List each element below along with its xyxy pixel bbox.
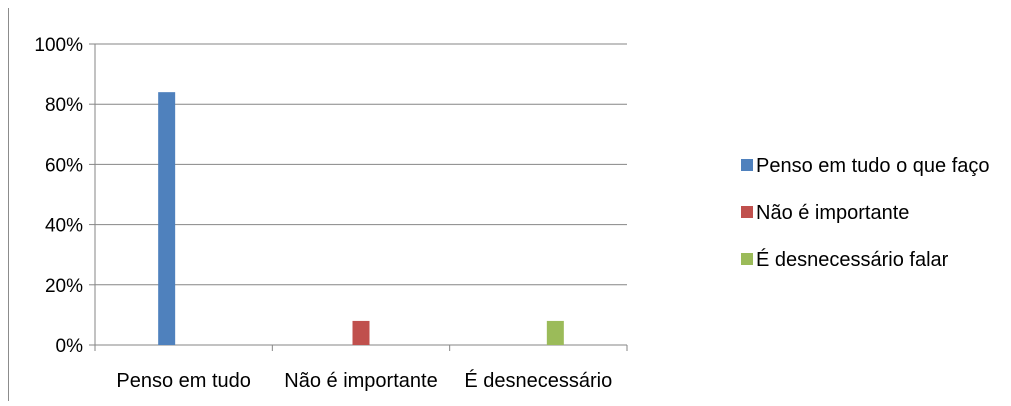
legend-label: Não é importante [756, 202, 909, 224]
legend-swatch [741, 159, 753, 171]
y-tick-label: 80% [45, 95, 83, 116]
bar-1-1 [158, 92, 176, 345]
bars [158, 92, 564, 345]
legend-swatch [741, 253, 753, 265]
chart-frame-left-border [8, 8, 9, 401]
x-tick-label: Penso em tudo [116, 370, 251, 392]
x-tick-label: É desnecessário [464, 369, 612, 392]
legend-swatch [741, 206, 753, 218]
legend-label: Penso em tudo o que faço [756, 155, 990, 177]
legend: Penso em tudo o que faço Não é importante… [741, 155, 990, 271]
y-tick-label: 0% [56, 336, 84, 357]
x-tick-label: Não é importante [284, 370, 437, 392]
y-tick-label: 40% [45, 216, 83, 237]
gridlines [95, 43, 627, 286]
y-tick-label: 60% [45, 155, 83, 176]
bar-2-2 [352, 320, 370, 345]
tick-labels: 0% 20% 40% 60% 80% 100% Penso em tudo Não é imp… [34, 35, 612, 392]
y-tick-label: 20% [45, 276, 83, 297]
legend-label: É desnecessário falar [756, 248, 949, 271]
y-tick-label: 100% [34, 35, 83, 56]
bar-3-3 [546, 320, 564, 345]
